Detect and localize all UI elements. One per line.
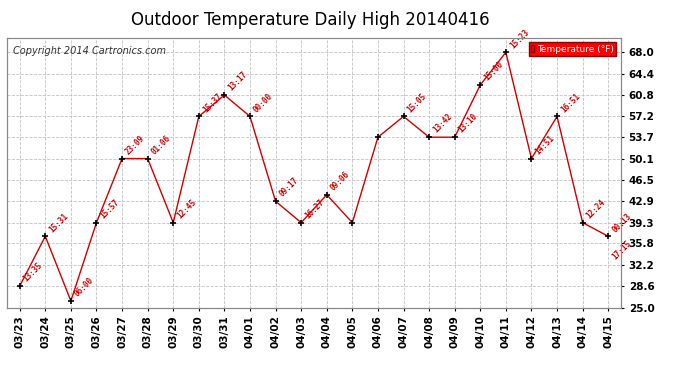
Text: 17:15: 17:15 bbox=[610, 238, 633, 261]
Text: 00:00: 00:00 bbox=[252, 92, 275, 114]
Text: 15:57: 15:57 bbox=[99, 198, 121, 220]
Text: 15:31: 15:31 bbox=[48, 211, 70, 234]
Text: 13:35: 13:35 bbox=[22, 261, 44, 284]
Text: 00:13: 00:13 bbox=[610, 211, 633, 234]
Text: 09:17: 09:17 bbox=[277, 176, 300, 199]
Text: 15:05: 15:05 bbox=[406, 92, 428, 114]
Text: 13:42: 13:42 bbox=[431, 112, 454, 135]
Text: 15:00: 15:00 bbox=[482, 60, 505, 82]
Text: 14:51: 14:51 bbox=[533, 134, 556, 156]
Legend: Temperature (°F): Temperature (°F) bbox=[529, 42, 616, 56]
Text: Outdoor Temperature Daily High 20140416: Outdoor Temperature Daily High 20140416 bbox=[131, 11, 490, 29]
Text: 15:23: 15:23 bbox=[508, 27, 531, 50]
Text: 12:24: 12:24 bbox=[584, 198, 607, 220]
Text: 13:17: 13:17 bbox=[226, 70, 249, 93]
Text: 23:09: 23:09 bbox=[124, 134, 147, 156]
Text: 06:00: 06:00 bbox=[73, 276, 96, 298]
Text: 13:10: 13:10 bbox=[457, 112, 480, 135]
Text: 12:45: 12:45 bbox=[175, 198, 198, 220]
Text: 15:37: 15:37 bbox=[201, 92, 224, 114]
Text: 16:27: 16:27 bbox=[303, 198, 326, 220]
Text: 16:51: 16:51 bbox=[559, 92, 582, 114]
Text: 09:06: 09:06 bbox=[329, 170, 351, 192]
Text: 01:06: 01:06 bbox=[150, 134, 172, 156]
Text: Copyright 2014 Cartronics.com: Copyright 2014 Cartronics.com bbox=[13, 46, 166, 56]
